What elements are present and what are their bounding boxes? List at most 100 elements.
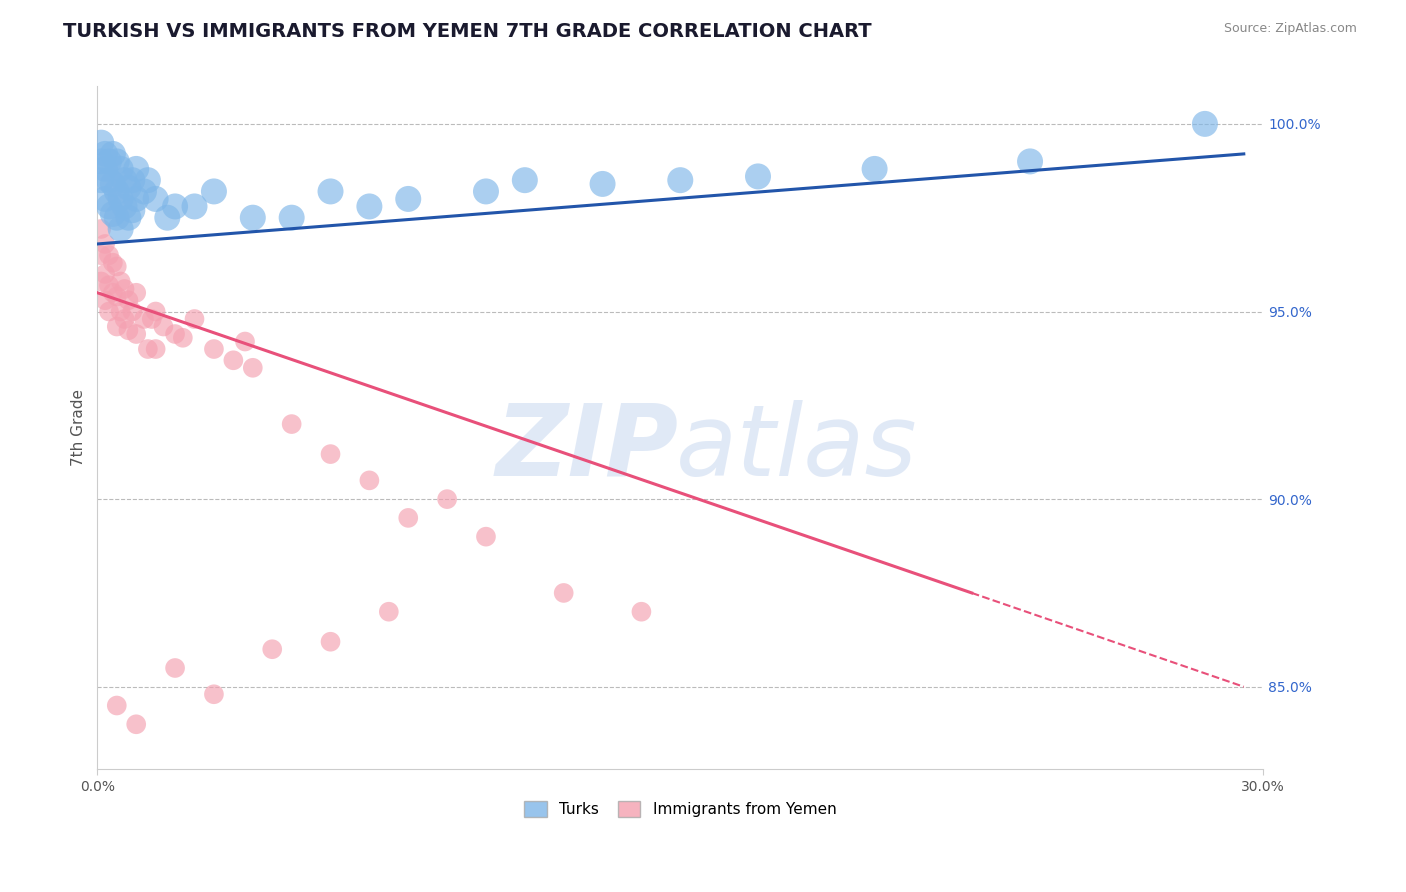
Point [359,474,381,488]
Point [94,192,117,206]
Point [101,207,124,221]
Point [117,180,139,194]
Text: Source: ZipAtlas.com: Source: ZipAtlas.com [1223,22,1357,36]
Point [141,312,163,326]
Point [319,634,342,648]
Point [202,342,225,356]
Point [319,447,342,461]
Point [156,211,179,225]
Point [94,293,117,308]
Point [98,199,121,213]
Point [105,185,128,199]
Point [669,173,692,187]
Point [592,177,614,191]
Point [165,326,187,341]
Point [183,312,205,326]
Point [396,192,419,206]
Point [90,248,112,262]
Point [280,211,302,225]
Point [114,282,136,296]
Point [280,417,302,431]
Point [98,278,121,293]
Point [1194,117,1216,131]
Point [110,161,132,176]
Point [132,185,155,199]
Point [152,319,174,334]
Point [105,698,128,713]
Point [396,511,419,525]
Point [90,173,112,187]
Point [90,222,112,236]
Point [90,275,112,289]
Point [101,256,124,270]
Point [125,285,148,300]
Point [136,342,159,356]
Point [117,323,139,337]
Point [233,334,256,349]
Point [125,717,148,731]
Point [202,185,225,199]
Point [90,136,112,150]
Point [101,285,124,300]
Point [359,199,381,213]
Point [222,353,245,368]
Point [101,147,124,161]
Point [319,185,342,199]
Point [145,192,167,206]
Point [172,331,194,345]
Point [242,360,264,375]
Point [145,304,167,318]
Point [513,173,536,187]
Point [475,530,498,544]
Point [94,161,117,176]
Point [105,154,128,169]
Point [110,192,132,206]
Point [242,211,264,225]
Point [105,211,128,225]
Point [165,199,187,213]
Point [553,586,575,600]
Point [105,289,128,303]
Point [110,304,132,318]
Point [94,147,117,161]
Legend: Turks, Immigrants from Yemen: Turks, Immigrants from Yemen [517,795,842,823]
Text: ZIP: ZIP [495,400,679,497]
Point [121,173,143,187]
Point [121,304,143,318]
Point [165,661,187,675]
Point [105,260,128,274]
Point [98,304,121,318]
Point [105,319,128,334]
Point [117,211,139,225]
Point [132,312,155,326]
Point [117,293,139,308]
Point [747,169,769,184]
Point [202,687,225,701]
Point [110,222,132,236]
Point [94,267,117,281]
Text: atlas: atlas [676,400,918,497]
Point [121,203,143,218]
Point [863,161,886,176]
Text: TURKISH VS IMMIGRANTS FROM YEMEN 7TH GRADE CORRELATION CHART: TURKISH VS IMMIGRANTS FROM YEMEN 7TH GRA… [63,22,872,41]
Point [114,173,136,187]
Point [475,185,498,199]
Point [1019,154,1042,169]
Point [114,199,136,213]
Point [378,605,401,619]
Point [90,154,112,169]
Point [114,312,136,326]
Y-axis label: 7th Grade: 7th Grade [72,389,86,467]
Point [98,154,121,169]
Point [98,248,121,262]
Point [101,177,124,191]
Point [125,192,148,206]
Point [262,642,284,657]
Point [125,326,148,341]
Point [136,173,159,187]
Point [183,199,205,213]
Point [125,161,148,176]
Point [110,275,132,289]
Point [145,342,167,356]
Point [94,237,117,252]
